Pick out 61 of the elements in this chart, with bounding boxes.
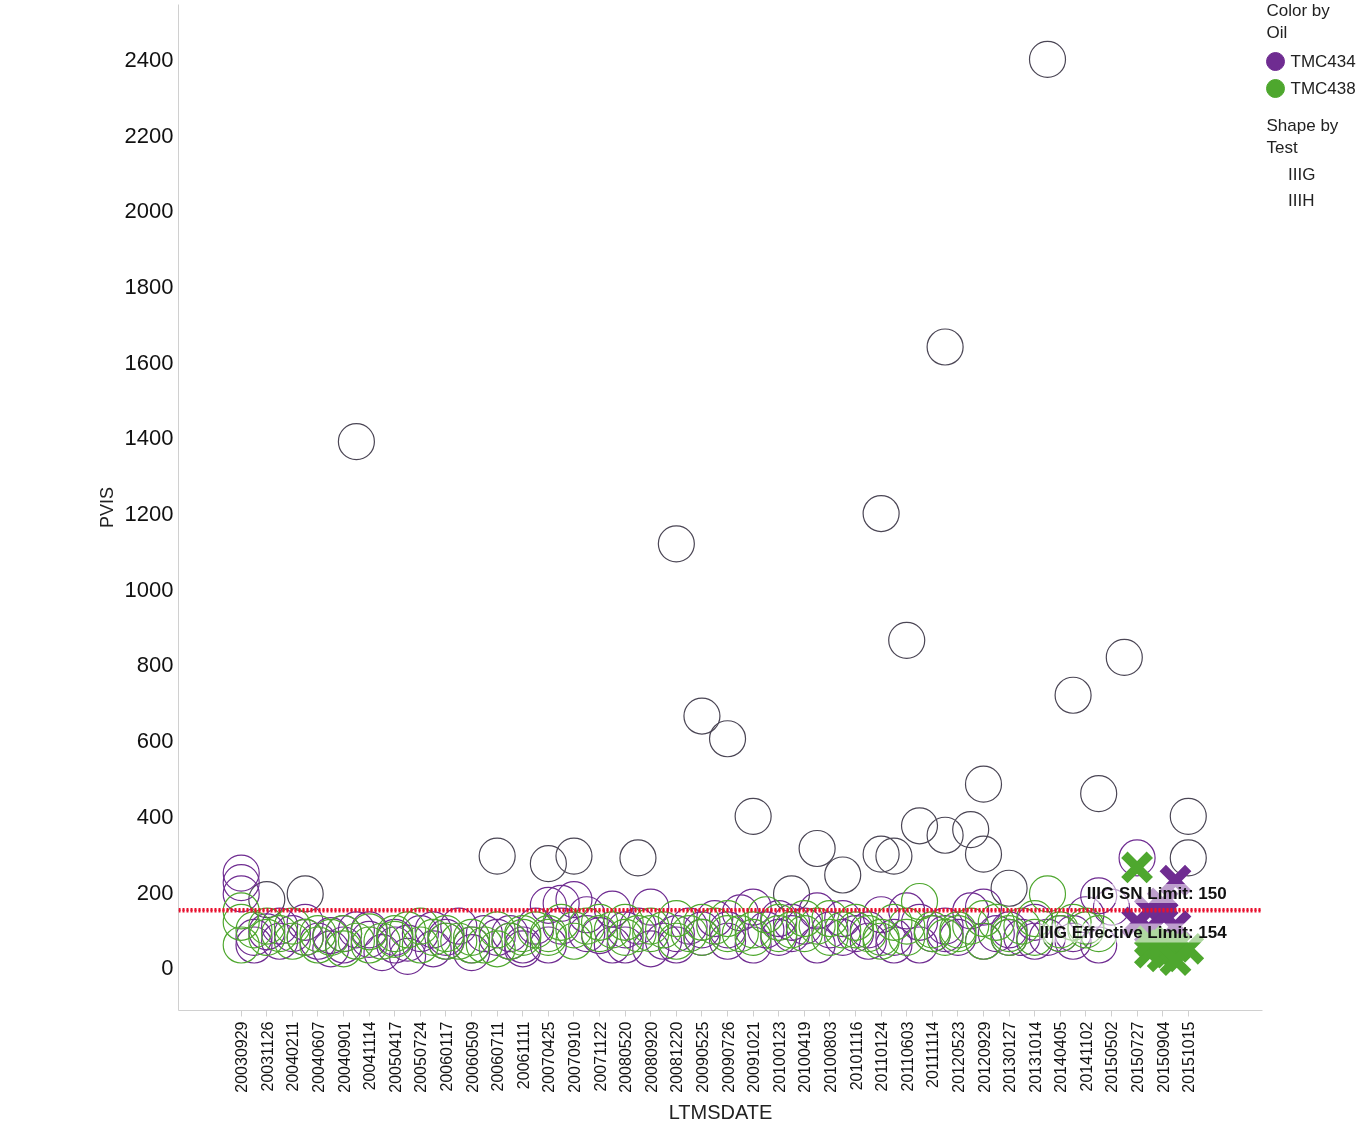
x-tick-label: 20150502 <box>1103 1021 1121 1093</box>
x-tick-label: 20030929 <box>233 1021 251 1093</box>
y-tick-label: 1200 <box>124 501 174 527</box>
x-tick-label: 20120929 <box>975 1021 993 1093</box>
x-tick-label: 20151015 <box>1180 1021 1198 1093</box>
legend-title: Color by Oil <box>1266 1 1331 42</box>
x-tick-label: 20060117 <box>437 1021 455 1092</box>
y-tick-label: 800 <box>136 652 174 678</box>
y-tick-label: 1400 <box>124 425 174 451</box>
x-tick-label: 20090525 <box>693 1021 711 1093</box>
x-tick-label: 20080520 <box>617 1021 635 1093</box>
x-tick-label: 20071122 <box>591 1021 609 1092</box>
ref-line-label: IIIG SN Limit: 150 <box>1086 883 1227 903</box>
y-axis-title: PVIS <box>96 486 117 529</box>
x-tick-label: 20061111 <box>514 1021 532 1090</box>
text: IIIG <box>1288 165 1316 185</box>
ref-line-label: IIIG Effective Limit: 154 <box>1039 923 1228 943</box>
x-tick-label: 20130127 <box>1001 1021 1019 1093</box>
x-tick-label: 20050724 <box>412 1021 430 1093</box>
y-tick-label: 2400 <box>124 46 174 72</box>
y-tick-label: 0 <box>161 955 174 981</box>
x-tick-label: 20060711 <box>489 1021 507 1092</box>
x-tick-label: 20090726 <box>719 1021 737 1093</box>
y-tick-label: 400 <box>136 803 174 829</box>
y-tick-label: 2200 <box>124 122 174 148</box>
x-tick-label: 20040901 <box>335 1021 353 1093</box>
x-tick-label: 20031126 <box>258 1021 276 1092</box>
x-tick-label: 20111114 <box>924 1021 942 1088</box>
x-tick-label: 20050417 <box>386 1021 404 1093</box>
y-tick-label: 1000 <box>124 576 174 602</box>
x-tick-label: 20140405 <box>1052 1021 1070 1093</box>
x-tick-label: 20081220 <box>668 1021 686 1093</box>
x-tick-label: 20101116 <box>847 1021 865 1091</box>
legend-label: TMC434 <box>1290 52 1356 71</box>
y-tick-label: 2000 <box>124 198 174 224</box>
text: IIIH <box>1288 191 1315 211</box>
x-tick-label: 20150727 <box>1129 1021 1147 1093</box>
x-tick-label: 20150904 <box>1154 1021 1172 1093</box>
y-tick-label: 1600 <box>124 349 174 375</box>
x-axis-title: LTMSDATE <box>668 1100 773 1123</box>
text: Shape by Test <box>1266 116 1339 157</box>
x-tick-label: 20110603 <box>898 1021 916 1092</box>
x-tick-label: 20110124 <box>873 1021 891 1092</box>
legend-label: TMC438 <box>1290 79 1356 98</box>
x-tick-label: 20091021 <box>745 1021 763 1093</box>
x-tick-label: 20131014 <box>1026 1021 1044 1093</box>
x-tick-label: 20060509 <box>463 1021 481 1093</box>
x-tick-label: 20070425 <box>540 1021 558 1093</box>
x-tick-label: 20080920 <box>642 1021 660 1093</box>
y-tick-label: 200 <box>136 879 174 905</box>
x-tick-label: 20040607 <box>310 1021 327 1093</box>
x-tick-label: 20100123 <box>770 1021 788 1093</box>
x-tick-label: 20100803 <box>821 1021 839 1093</box>
x-tick-label: 20040211 <box>284 1021 302 1092</box>
x-tick-label: 20100419 <box>796 1021 814 1093</box>
x-tick-label: 20120523 <box>949 1021 967 1093</box>
x-tick-label: 20141102 <box>1077 1021 1095 1092</box>
x-tick-label: 20041114 <box>361 1021 379 1091</box>
y-tick-label: 600 <box>136 728 174 754</box>
x-tick-label: 20070910 <box>565 1021 583 1093</box>
y-tick-label: 1800 <box>124 273 174 299</box>
